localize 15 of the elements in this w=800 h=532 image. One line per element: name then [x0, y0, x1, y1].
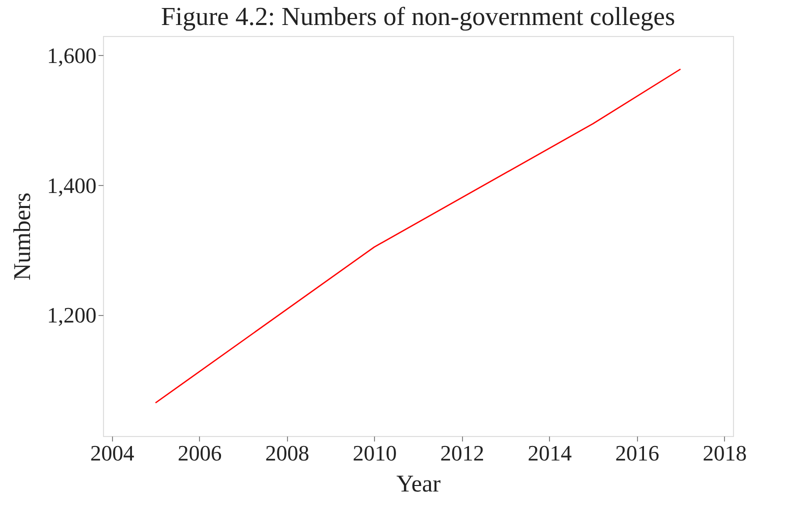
y-tick-label: 1,400: [47, 172, 96, 198]
x-tick-label: 2004: [90, 440, 134, 466]
y-tick-label: 1,200: [47, 302, 96, 328]
x-tick-label: 2006: [178, 440, 222, 466]
x-tick-label: 2012: [440, 440, 484, 466]
x-tick-label: 2016: [615, 440, 660, 466]
x-axis-title: Year: [396, 472, 441, 498]
line-series: [154, 68, 682, 404]
chart-title: Figure 4.2: Numbers of non-government colleges: [160, 2, 676, 31]
x-tick-label: 2010: [352, 440, 397, 466]
x-tick-label: 2008: [265, 440, 310, 466]
y-axis-title: Numbers: [10, 192, 36, 280]
x-tick-label: 2018: [702, 440, 747, 466]
x-tick-label: 2014: [528, 440, 572, 466]
y-tick-label: 1,600: [47, 42, 96, 68]
